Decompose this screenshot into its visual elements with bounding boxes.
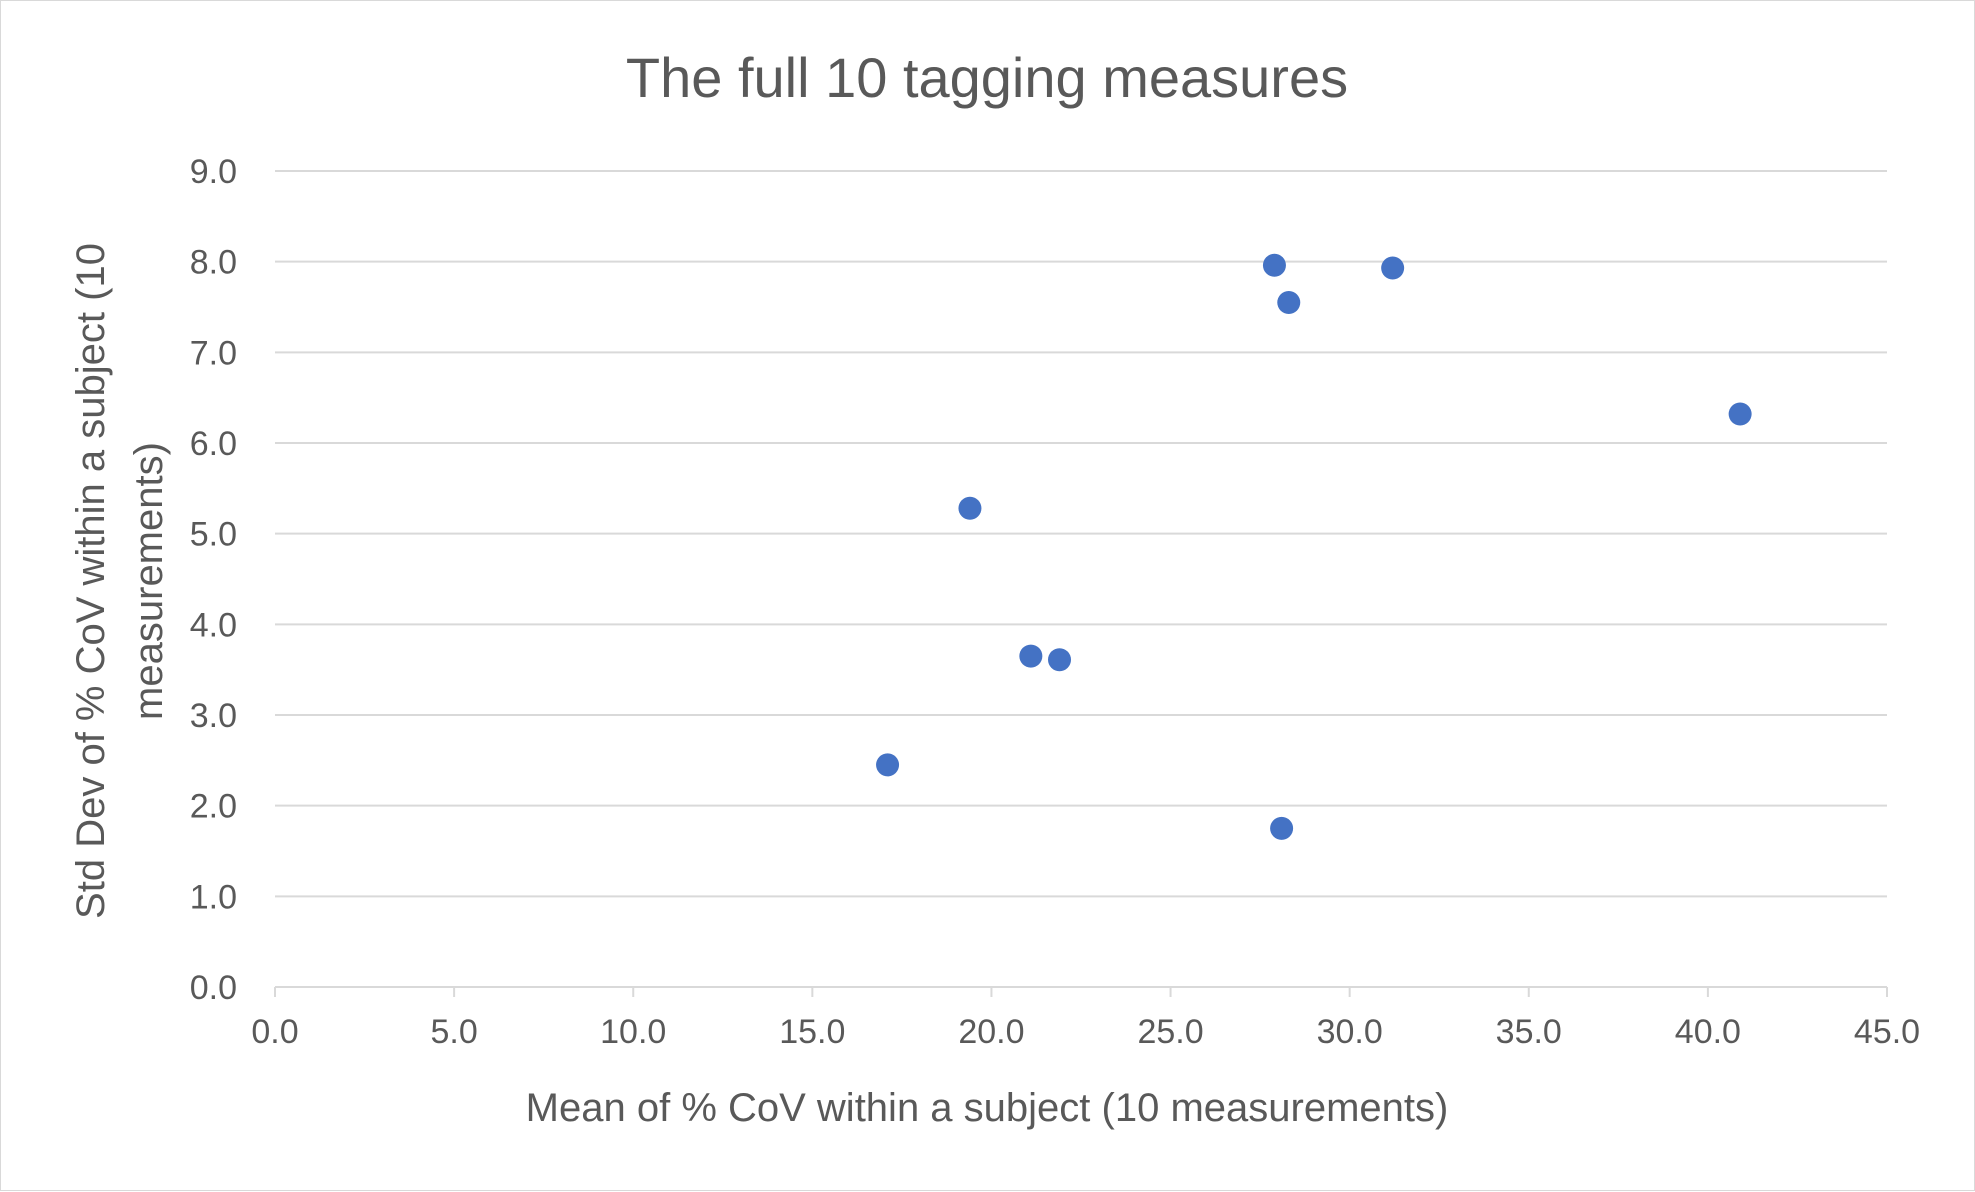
- x-tick-label: 15.0: [779, 1013, 845, 1051]
- y-tick-label: 7.0: [190, 334, 237, 372]
- gridlines: [275, 170, 1887, 988]
- y-tick-label: 0.0: [190, 969, 237, 1007]
- x-tick-label: 20.0: [958, 1013, 1024, 1051]
- y-axis-ticks: 0.0 1.0 2.0 3.0 4.0 5.0 6.0 7.0 8.0 9.0: [190, 153, 237, 1007]
- data-point: [876, 753, 900, 777]
- y-tick-label: 5.0: [190, 516, 237, 554]
- y-axis-title-line-1: Std Dev of % CoV within a subject (10: [69, 243, 113, 919]
- data-point: [1048, 648, 1072, 672]
- data-point: [1728, 402, 1752, 426]
- x-tick-label: 45.0: [1854, 1013, 1920, 1051]
- x-tick-label: 35.0: [1496, 1013, 1562, 1051]
- data-point: [1270, 816, 1294, 840]
- y-tick-label: 3.0: [190, 697, 237, 735]
- chart-title: The full 10 tagging measures: [626, 46, 1348, 109]
- x-tick-label: 5.0: [430, 1013, 477, 1051]
- x-tick-label: 25.0: [1137, 1013, 1203, 1051]
- y-tick-label: 8.0: [190, 244, 237, 282]
- y-tick-label: 4.0: [190, 606, 237, 644]
- x-tick-label: 30.0: [1317, 1013, 1383, 1051]
- x-tick-label: 10.0: [600, 1013, 666, 1051]
- data-point: [1277, 290, 1301, 314]
- x-tick-label: 40.0: [1675, 1013, 1741, 1051]
- data-points: [876, 253, 1752, 840]
- x-axis-ticks: 0.0 5.0 10.0 15.0 20.0 25.0 30.0 35.0 40.0 45.0: [251, 987, 1920, 1051]
- y-axis-title: Std Dev of % CoV within a subject (10 me…: [69, 243, 171, 919]
- x-tick-label: 0.0: [251, 1013, 298, 1051]
- data-point: [1381, 256, 1405, 280]
- data-point: [1262, 253, 1286, 277]
- y-tick-label: 1.0: [190, 878, 237, 916]
- y-axis-title-line-2: measurements): [127, 442, 171, 720]
- x-axis-title: Mean of % CoV within a subject (10 measu…: [526, 1086, 1449, 1130]
- data-point: [1019, 644, 1043, 668]
- y-tick-label: 9.0: [190, 153, 237, 191]
- y-tick-label: 2.0: [190, 788, 237, 826]
- data-point: [958, 496, 982, 520]
- y-tick-label: 6.0: [190, 425, 237, 463]
